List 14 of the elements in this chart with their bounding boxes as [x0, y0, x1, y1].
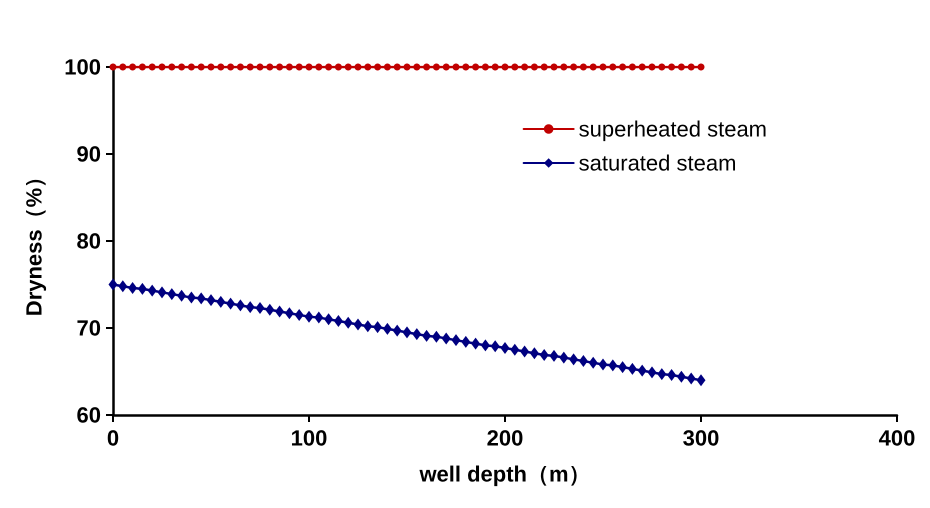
y-tick-label: 70 — [76, 316, 101, 340]
x-tick-label: 0 — [106, 426, 120, 450]
legend-label: saturated steam — [578, 150, 736, 176]
y-tick-label: 90 — [76, 142, 101, 166]
y-axis-title: Dryness（%） — [22, 166, 46, 316]
x-tick-label: 300 — [682, 426, 720, 450]
x-tick-label: 100 — [290, 426, 328, 450]
y-tick-label: 80 — [76, 228, 101, 254]
x-axis-title: well depth（m） — [418, 462, 591, 486]
legend-label: superheated steam — [578, 116, 767, 142]
x-tick-label: 200 — [486, 426, 524, 450]
y-tick-label: 60 — [76, 402, 101, 428]
x-tick-label: 400 — [878, 426, 916, 450]
y-tick-label: 100 — [64, 54, 101, 80]
